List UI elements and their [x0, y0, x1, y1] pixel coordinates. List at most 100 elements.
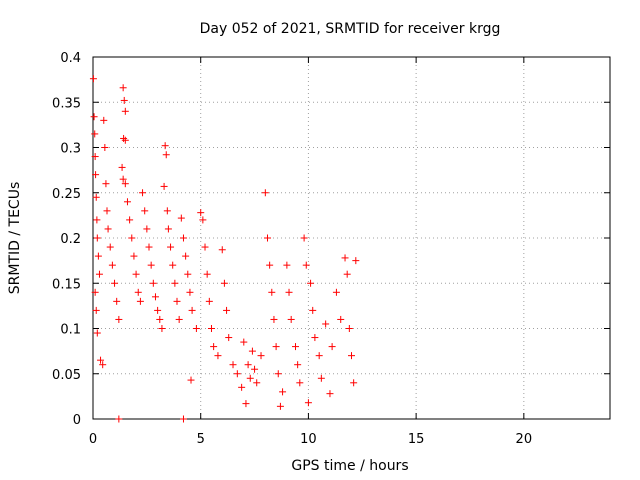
data-point	[279, 388, 287, 396]
data-point	[119, 84, 127, 92]
data-point	[238, 383, 246, 391]
data-point	[257, 352, 265, 360]
data-point	[272, 343, 280, 351]
x-tick-label: 0	[89, 432, 97, 447]
data-point	[134, 288, 142, 296]
x-axis-label: GPS time / hours	[291, 458, 408, 474]
data-point	[91, 130, 99, 138]
data-point	[173, 297, 181, 305]
data-point	[156, 315, 164, 323]
data-point	[99, 361, 107, 369]
data-point	[121, 136, 129, 144]
y-axis-label: SRMTID / TECUs	[7, 182, 23, 295]
data-point	[270, 315, 278, 323]
y-tick-label: 0	[73, 413, 81, 428]
data-point	[283, 261, 291, 269]
data-point	[93, 234, 101, 242]
data-point	[136, 297, 144, 305]
data-point	[160, 182, 168, 190]
y-tick-label: 0.4	[60, 51, 81, 66]
data-point	[177, 214, 185, 222]
data-point	[128, 234, 136, 242]
data-point	[179, 234, 187, 242]
plot-frame	[92, 56, 611, 420]
data-point	[274, 370, 282, 378]
data-point	[151, 293, 159, 301]
data-point	[223, 306, 231, 314]
data-point	[210, 343, 218, 351]
data-point	[268, 288, 276, 296]
data-point	[246, 374, 254, 382]
data-point	[291, 343, 299, 351]
y-tick-label: 0.1	[60, 323, 81, 338]
data-point	[179, 415, 187, 423]
data-point	[147, 261, 155, 269]
data-point	[229, 361, 237, 369]
data-point	[108, 261, 116, 269]
data-point	[100, 116, 108, 124]
data-point	[287, 315, 295, 323]
y-tick-label: 0.3	[60, 142, 81, 157]
data-point	[294, 361, 302, 369]
data-point	[187, 376, 195, 384]
data-point	[143, 225, 151, 233]
data-point	[205, 297, 213, 305]
data-point	[220, 279, 228, 287]
y-tick-label: 0.2	[60, 232, 81, 247]
y-tick-label: 0.15	[52, 277, 81, 292]
data-point	[225, 334, 233, 342]
data-point	[113, 297, 121, 305]
data-point	[337, 315, 345, 323]
data-point	[95, 270, 103, 278]
data-point	[92, 171, 100, 179]
data-point	[328, 343, 336, 351]
data-point	[93, 329, 101, 337]
data-point	[141, 207, 149, 215]
data-point	[158, 325, 166, 332]
data-point	[162, 151, 170, 159]
data-point	[300, 234, 308, 242]
data-point	[285, 288, 293, 296]
data-point	[192, 325, 200, 332]
data-point	[253, 379, 261, 387]
data-point	[103, 207, 111, 215]
data-point	[307, 279, 315, 287]
data-point	[244, 361, 252, 369]
x-tick-label: 5	[197, 432, 205, 447]
data-point	[317, 374, 325, 382]
x-tick-label: 10	[300, 432, 317, 447]
data-point	[352, 257, 360, 265]
data-point	[263, 234, 271, 242]
data-point	[348, 352, 355, 360]
data-point	[326, 390, 334, 398]
data-point	[161, 142, 169, 150]
data-point	[242, 400, 250, 408]
data-point	[118, 163, 126, 171]
data-point	[350, 379, 358, 387]
data-point	[120, 134, 128, 142]
data-point	[182, 252, 190, 260]
data-point	[89, 75, 97, 83]
data-point	[130, 252, 138, 260]
data-point	[296, 379, 304, 387]
data-point	[201, 243, 209, 251]
data-point	[94, 252, 102, 260]
chart-title: Day 052 of 2021, SRMTID for receiver krg…	[200, 21, 501, 37]
data-point	[126, 216, 134, 224]
data-point	[91, 288, 99, 296]
data-point	[132, 270, 140, 278]
data-point	[184, 270, 192, 278]
grid-layer	[93, 57, 610, 419]
data-point	[90, 113, 98, 121]
data-point	[169, 261, 177, 269]
tick-layer: 0 0.05 0.1 0.15 0.2 0.25 0.3 0.35 0.4 0 5 10 15 20	[52, 51, 610, 447]
data-point	[203, 270, 211, 278]
data-point	[171, 279, 179, 287]
data-point	[123, 198, 131, 206]
data-point	[106, 243, 114, 251]
data-point	[207, 325, 215, 332]
data-point	[332, 288, 340, 296]
data-point	[91, 153, 99, 161]
data-point	[167, 243, 175, 251]
